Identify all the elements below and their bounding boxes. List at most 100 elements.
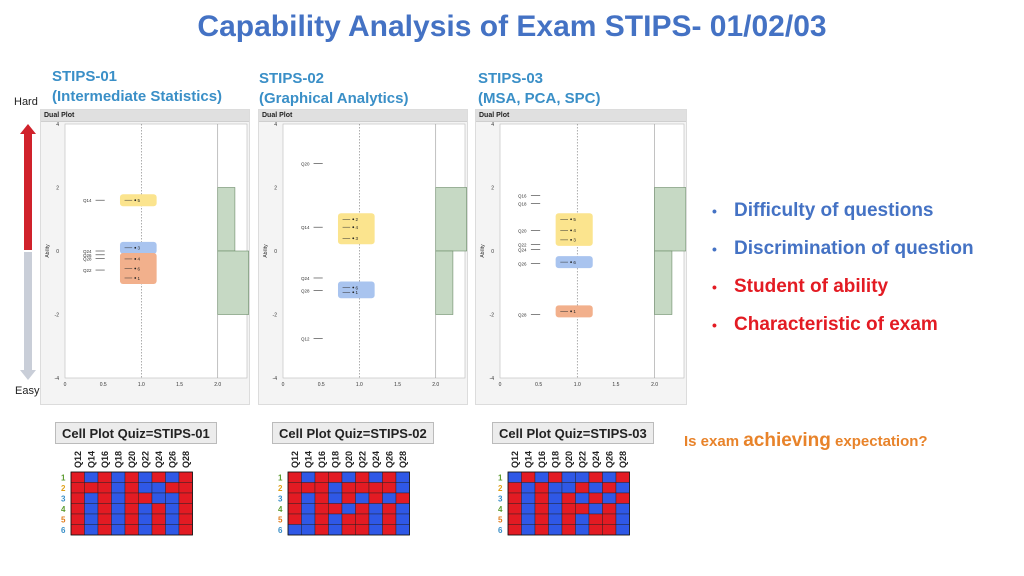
question-label: Q28 (83, 257, 92, 262)
cell (355, 503, 370, 515)
cell (124, 471, 139, 483)
cell (355, 471, 370, 483)
cell (382, 513, 397, 525)
cell (395, 513, 410, 525)
row-label: 4 (278, 505, 283, 514)
student-marker (352, 286, 355, 289)
student-marker (352, 226, 355, 229)
column-label: Q24 (371, 451, 381, 468)
cell (70, 471, 85, 483)
cell (111, 492, 126, 504)
cell (124, 513, 139, 525)
cell (575, 471, 590, 483)
question-label: Q24 (301, 276, 310, 281)
cell (588, 524, 603, 536)
histogram-bar (217, 187, 236, 252)
column-label: Q24 (591, 451, 601, 468)
column-label: Q24 (154, 451, 164, 468)
cell (70, 524, 85, 536)
dual-plot-panel-2: Dual Plot 4 2 0 -2 -4 Ability 0 0.5 1.0 1.5 2.0 Q20… (258, 109, 468, 405)
cell-plot-3: Cell Plot Quiz=STIPS-03 Q12 Q14 Q16 Q18 Q20 Q… (492, 422, 662, 542)
cell (84, 482, 99, 494)
cell (588, 482, 603, 494)
cell (368, 503, 383, 515)
cell (548, 503, 563, 515)
criteria-text: Student of ability (734, 276, 889, 297)
y-axis-label: Ability (45, 244, 51, 258)
y-tick-label: 2 (491, 186, 494, 192)
student-marker (352, 291, 355, 294)
question-label: Q26 (518, 262, 527, 267)
y-tick-label: 4 (56, 122, 59, 128)
column-label: Q20 (127, 451, 137, 468)
y-tick-label: -4 (490, 376, 495, 382)
cell (151, 482, 166, 494)
plot-header-2: STIPS-02 (Graphical Analytics) (259, 69, 409, 109)
cell (138, 503, 153, 515)
student-label: 1 (573, 309, 576, 314)
y-axis-label: Ability (263, 244, 269, 258)
cell (84, 492, 99, 504)
cell (521, 471, 536, 483)
criteria-item-student-ability: • Student of ability (712, 272, 974, 310)
y-tick-label: 0 (274, 249, 277, 255)
cell-plot-grid-2: Q12 Q14 Q16 Q18 Q20 Q22 Q24 Q26 Q28 12 34 56 (278, 451, 410, 536)
x-tick-label: 1.0 (574, 382, 581, 388)
column-label: Q22 (140, 451, 150, 468)
plot-area (282, 123, 466, 379)
y-tick-label: 2 (274, 186, 277, 192)
x-tick-label: 0.5 (100, 382, 107, 388)
cell (588, 471, 603, 483)
cell (287, 503, 302, 515)
student-group-box (119, 252, 157, 284)
cell (575, 482, 590, 494)
cell (521, 482, 536, 494)
cell (548, 471, 563, 483)
cell-plot-2: Cell Plot Quiz=STIPS-02 Q12 Q14 Q16 Q18 Q20 Q… (272, 422, 442, 542)
cell (138, 482, 153, 494)
cell (328, 492, 343, 504)
student-marker (134, 199, 137, 202)
student-label: 2 (356, 217, 359, 222)
cell (97, 503, 112, 515)
question-label: Q20 (301, 162, 310, 167)
student-label: 5 (138, 198, 141, 203)
cell (368, 492, 383, 504)
cell (111, 471, 126, 483)
cell-plot-title: Cell Plot Quiz=STIPS-03 (492, 422, 654, 444)
cell-plot-title: Cell Plot Quiz=STIPS-02 (272, 422, 434, 444)
row-label: 6 (61, 526, 66, 535)
question-label: Q22 (518, 243, 527, 248)
cell (395, 503, 410, 515)
cell (341, 492, 356, 504)
cell-grid-border (507, 471, 630, 536)
cell (328, 471, 343, 483)
criteria-text: Characteristic of exam (734, 314, 938, 335)
student-marker (570, 261, 572, 264)
cell-plot-1: Cell Plot Quiz=STIPS-01 Q12 Q14 Q16 Q18 Q20 Q… (55, 422, 225, 542)
row-label: 6 (498, 526, 503, 535)
cell (124, 492, 139, 504)
y-tick-label: 2 (56, 186, 59, 192)
page-title: Capability Analysis of Exam STIPS- 01/02… (197, 10, 827, 43)
criteria-item-difficulty: • Difficulty of questions (712, 196, 974, 234)
cell (84, 471, 99, 483)
question-label: Q14 (83, 198, 92, 203)
cell (395, 524, 410, 536)
cell (314, 492, 329, 504)
student-label: 3 (573, 238, 576, 243)
cell (178, 503, 193, 515)
cell (97, 471, 112, 483)
cell (561, 503, 576, 515)
question-label: Q28 (518, 313, 527, 318)
cell (97, 492, 112, 504)
student-marker (134, 267, 137, 270)
cell (178, 492, 193, 504)
column-label: Q28 (181, 451, 191, 468)
plot-header-1: STIPS-01 (Intermediate Statistics) (52, 67, 222, 107)
column-label: Q26 (604, 451, 614, 468)
cell (314, 524, 329, 536)
dual-plot-panel-3: Dual Plot 4 2 0 -2 -4 Ability 0 0.5 1.0 1.5 2.0 Q16… (475, 109, 687, 405)
cell (314, 482, 329, 494)
cell (341, 524, 356, 536)
